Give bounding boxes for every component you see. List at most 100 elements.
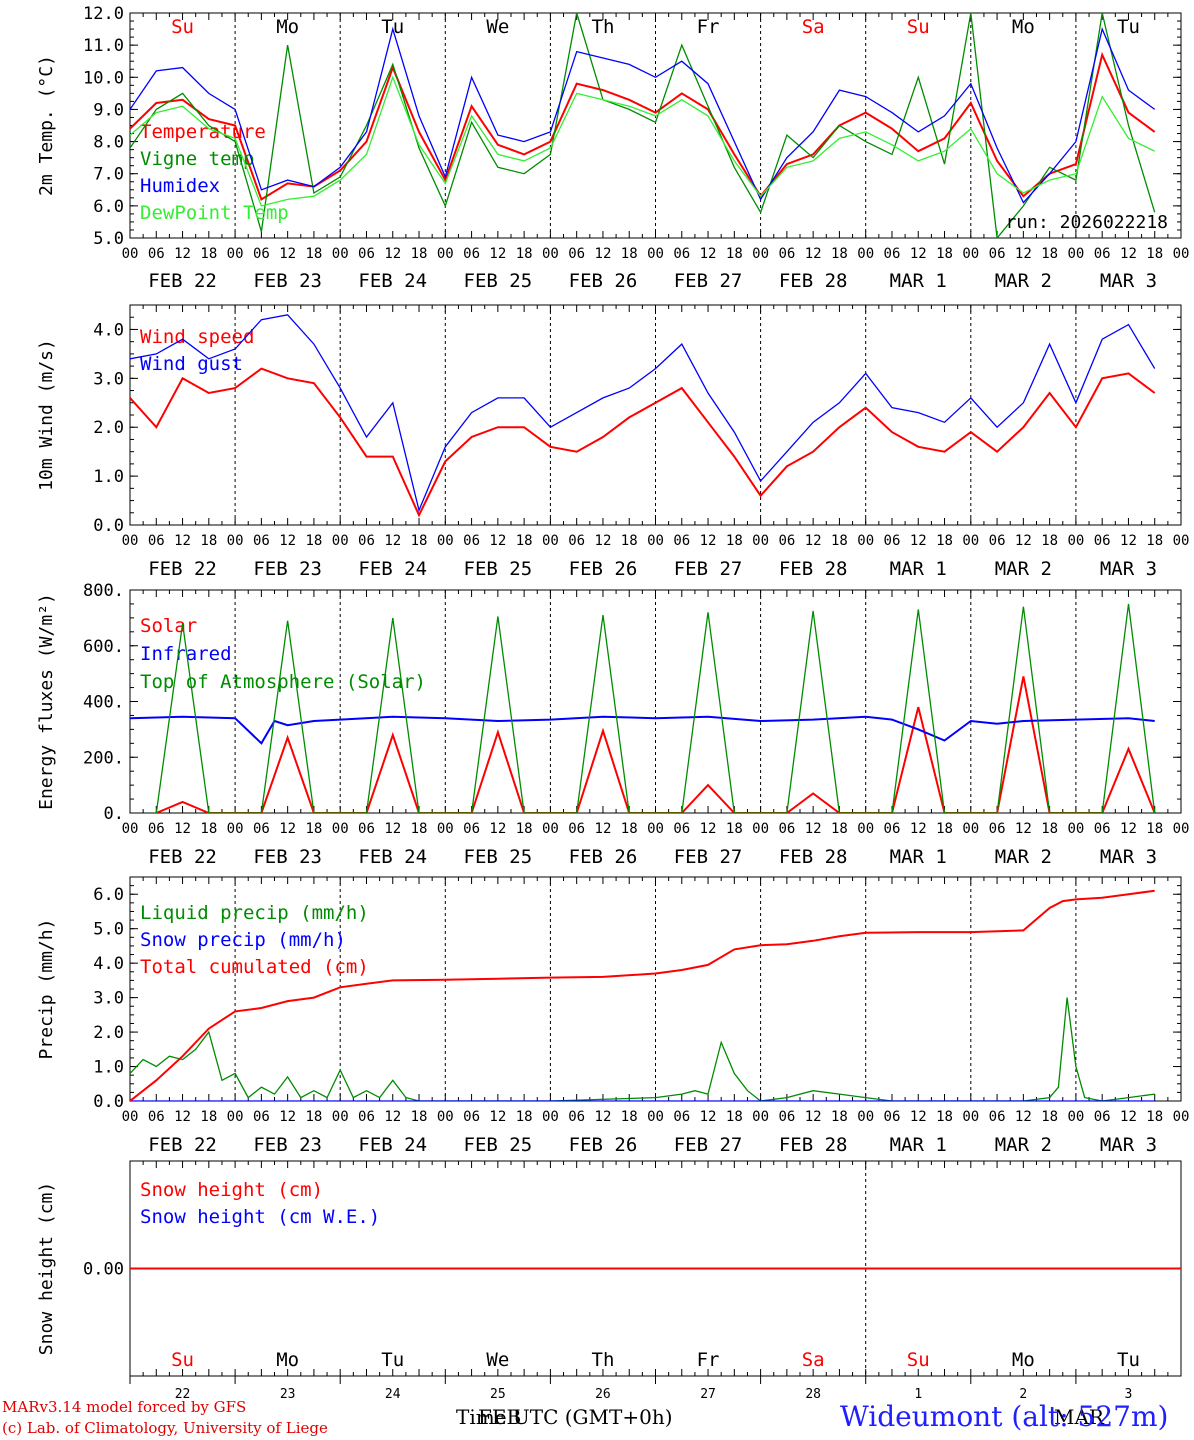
hour-tick-label: 12 [489,821,506,837]
hour-tick-label: 12 [595,533,612,549]
y-axis-label: Energy fluxes (W/m²) [36,593,57,810]
weekday-label: Mo [276,1349,299,1371]
hour-tick-label: 18 [1146,821,1163,837]
hour-tick-label: 00 [227,1109,244,1125]
weekday-label: We [486,16,509,38]
hour-tick-label: 12 [279,533,296,549]
y-tick-label: 4.0 [93,320,124,340]
credit-line-1: MARv3.14 model forced by GFS [2,1398,247,1416]
series-line-vigne-temp [130,13,1156,238]
hour-tick-label: 18 [1041,1109,1058,1125]
hour-tick-label: 00 [752,246,769,262]
hour-tick-label: 00 [1067,1109,1084,1125]
y-tick-label: 0.00 [83,1260,124,1280]
hour-tick-label: 06 [568,1109,585,1125]
hour-tick-label: 00 [647,246,664,262]
weekday-label: Th [592,16,615,38]
y-tick-label: 9.0 [93,100,124,120]
weekday-label: Fr [697,1349,720,1371]
hour-tick-label: 12 [700,246,717,262]
hour-tick-label: 06 [253,821,270,837]
hour-tick-label: 12 [279,1109,296,1125]
y-tick-label: 4.0 [93,954,124,974]
hour-tick-label: 12 [1015,821,1032,837]
hour-tick-label: 00 [122,533,139,549]
y-tick-label: 5.0 [93,920,124,940]
y-tick-label: 0. [104,804,124,824]
legend-entry: Total cumulated (cm) [140,956,369,978]
hour-tick-label: 18 [1146,533,1163,549]
y-tick-label: 5.0 [93,229,124,249]
weekday-label: Su [171,1349,194,1371]
hour-tick-label: 12 [384,821,401,837]
y-axis-label: 10m Wind (m/s) [36,339,57,491]
hour-tick-label: 00 [962,246,979,262]
hour-tick-label: 06 [778,1109,795,1125]
hour-tick-label: 18 [411,1109,428,1125]
hour-tick-label: 12 [384,533,401,549]
run-label: run: 2026022218 [1005,212,1168,233]
date-label: FEB 27 [674,558,743,580]
date-label: MAR 2 [995,558,1052,580]
hour-tick-label: 12 [910,246,927,262]
weekday-label: Tu [1117,1349,1140,1371]
hour-tick-label: 06 [148,246,165,262]
hour-tick-label: 12 [805,246,822,262]
date-label: FEB 25 [464,1134,533,1156]
hour-tick-label: 18 [305,821,322,837]
hour-tick-label: 06 [253,1109,270,1125]
date-label: MAR 3 [1100,270,1157,292]
hour-tick-label: 06 [673,246,690,262]
date-label: FEB 22 [148,270,217,292]
date-label: FEB 26 [569,270,638,292]
weekday-label: Mo [1012,16,1035,38]
hour-tick-label: 18 [305,533,322,549]
date-label: FEB 26 [569,1134,638,1156]
day-number-label: 3 [1125,1387,1133,1402]
hour-tick-label: 18 [936,821,953,837]
hour-tick-label: 18 [621,1109,638,1125]
hour-tick-label: 18 [411,246,428,262]
hour-tick-label: 00 [437,246,454,262]
date-label: FEB 28 [779,1134,848,1156]
hour-tick-label: 12 [384,246,401,262]
y-tick-label: 6.0 [93,885,124,905]
date-label: FEB 22 [148,558,217,580]
y-axis-label: Precip (mm/h) [36,919,57,1060]
hour-tick-label: 00 [227,821,244,837]
hour-tick-label: 00 [542,246,559,262]
hour-tick-label: 18 [936,246,953,262]
hour-tick-label: 00 [752,533,769,549]
hour-tick-label: 18 [200,246,217,262]
weekday-label: Su [907,16,930,38]
hour-tick-label: 00 [962,821,979,837]
hour-tick-label: 06 [568,246,585,262]
hour-tick-label: 00 [122,821,139,837]
legend-entry: Liquid precip (mm/h) [140,902,369,924]
day-number-label: 23 [280,1387,296,1402]
y-tick-label: 7.0 [93,165,124,185]
hour-tick-label: 06 [884,533,901,549]
date-label: FEB 28 [779,270,848,292]
y-tick-label: 600. [83,637,124,657]
hour-tick-label: 18 [726,246,743,262]
hour-tick-label: 18 [726,533,743,549]
hour-tick-label: 00 [857,821,874,837]
hour-tick-label: 00 [332,1109,349,1125]
hour-tick-label: 00 [1067,533,1084,549]
series-line-infrared [130,715,1155,745]
hour-tick-label: 18 [831,246,848,262]
credit-line-2: (c) Lab. of Climatology, University of L… [2,1419,328,1437]
y-axis-label: Snow height (cm) [36,1182,57,1355]
weekday-label: Mo [276,16,299,38]
hour-tick-label: 06 [463,533,480,549]
hour-tick-label: 06 [673,821,690,837]
date-label: FEB 25 [464,270,533,292]
hour-tick-label: 18 [200,533,217,549]
hour-tick-label: 18 [516,821,533,837]
series-line-humidex [130,26,1156,204]
date-label: FEB 22 [148,846,217,868]
hour-tick-label: 18 [305,246,322,262]
date-label: FEB 28 [779,846,848,868]
hour-tick-label: 06 [568,821,585,837]
